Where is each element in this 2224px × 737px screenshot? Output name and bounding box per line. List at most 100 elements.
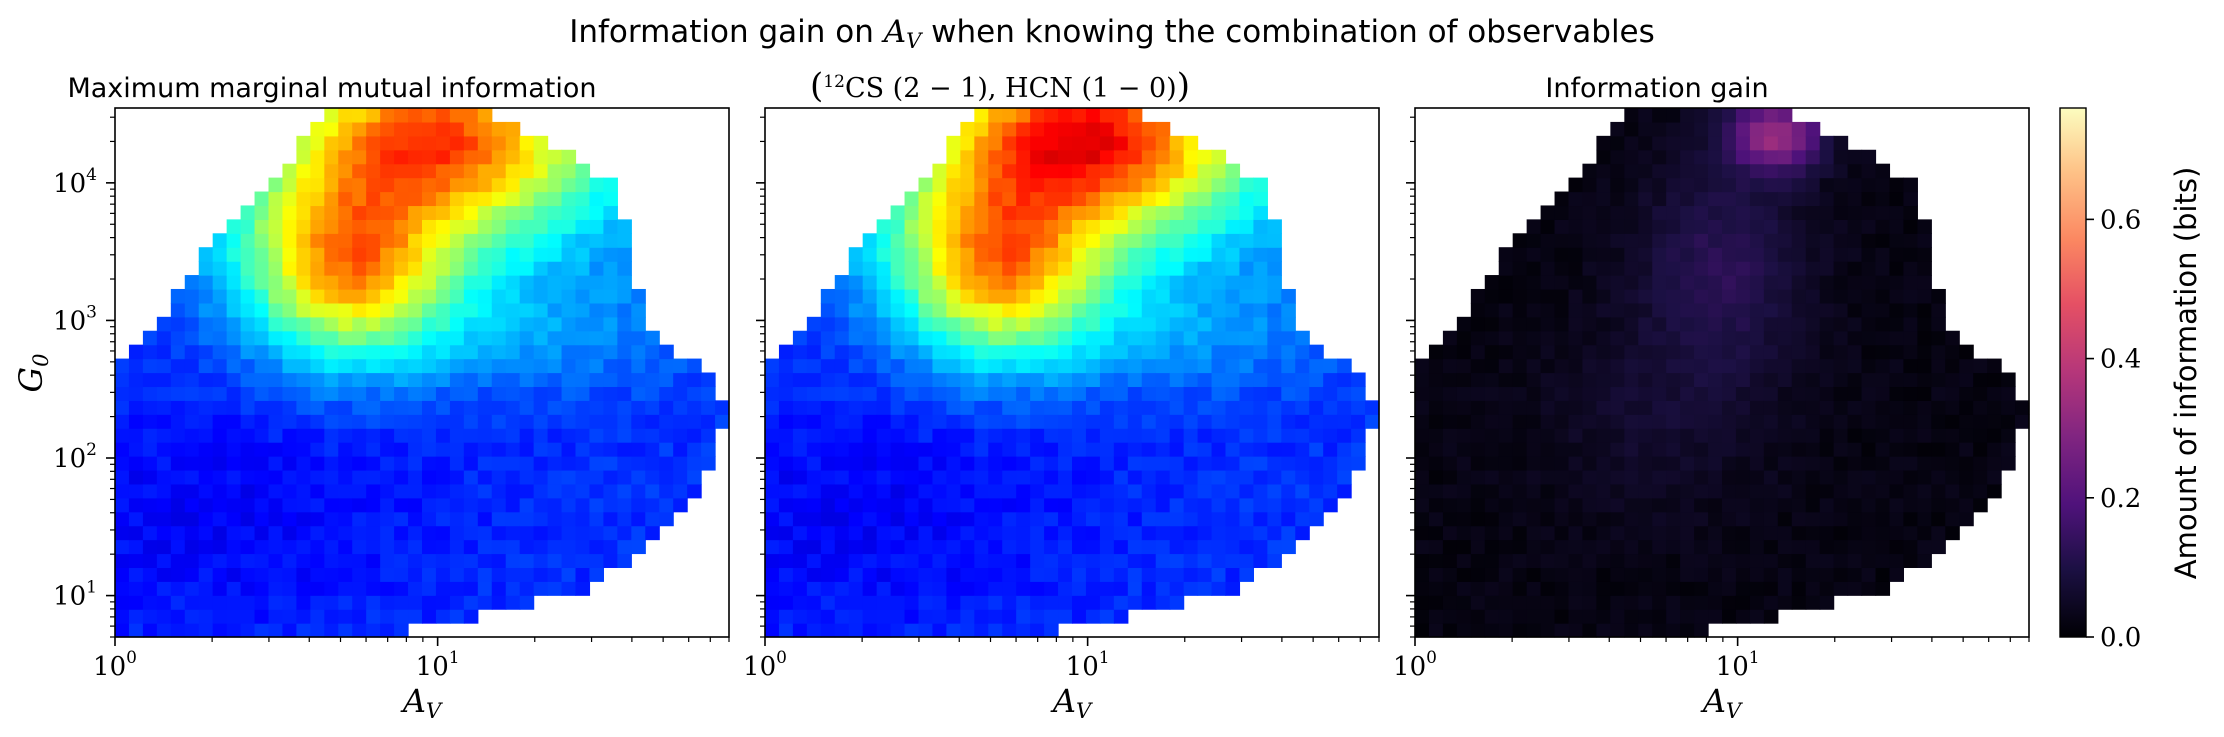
heatmap-cell [1624, 400, 1639, 415]
heatmap-cell [505, 400, 521, 415]
heatmap-cell [1791, 539, 1807, 555]
heatmap-cell [170, 539, 186, 555]
heatmap-cell [589, 191, 604, 207]
heatmap-cell [547, 372, 563, 388]
heatmap-cell [1442, 400, 1458, 415]
heatmap-cell [1582, 623, 1597, 638]
heatmap-cell [1030, 135, 1045, 151]
heatmap-cell [1652, 219, 1667, 234]
heatmap-cell [617, 316, 632, 332]
heatmap-cell [1819, 400, 1835, 415]
heatmap-cell [1058, 595, 1073, 610]
heatmap-cell [932, 247, 947, 262]
heatmap-cell [1030, 483, 1045, 499]
heatmap-cell [1805, 247, 1821, 262]
heatmap-cell [1085, 595, 1101, 610]
heatmap-cell [820, 358, 836, 374]
heatmap-cell [603, 469, 618, 485]
heatmap-cell [820, 316, 836, 332]
heatmap-cell [960, 205, 975, 220]
heatmap-cell [1791, 525, 1807, 541]
heatmap-cell [1456, 623, 1472, 638]
heatmap-cell [1540, 414, 1556, 429]
heatmap-cell [617, 330, 632, 346]
heatmap-cell [1875, 469, 1891, 485]
heatmap-cell [820, 428, 836, 443]
heatmap-cell [282, 372, 297, 388]
heatmap-cell [1428, 511, 1444, 527]
heatmap-cell [561, 275, 577, 290]
heatmap-cell [198, 288, 214, 304]
heatmap-cell [631, 497, 646, 513]
heatmap-cell [296, 330, 311, 346]
heatmap-cell [1016, 497, 1031, 513]
heatmap-cell [1568, 469, 1584, 485]
heatmap-cell [352, 344, 367, 360]
heatmap-cell [1582, 483, 1597, 499]
heatmap-cell [561, 428, 577, 443]
heatmap-cell [645, 483, 660, 499]
heatmap-cell [1085, 302, 1101, 318]
heatmap-cell [1875, 358, 1891, 374]
heatmap-cell [1183, 233, 1199, 248]
heatmap-cell [1763, 149, 1779, 165]
heatmap-cell [1211, 358, 1227, 374]
heatmap-cell [394, 135, 409, 151]
heatmap-cell [1749, 442, 1765, 457]
heatmap-cell [282, 469, 297, 485]
heatmap-cell [848, 581, 864, 596]
heatmap-cell [338, 400, 353, 415]
heatmap-cell [1225, 288, 1241, 304]
heatmap-cell [268, 609, 284, 624]
heatmap-cell [1805, 163, 1821, 179]
heatmap-cell [946, 261, 961, 276]
heatmap-cell [115, 525, 130, 541]
figure-title-suffix: when knowing the combination of observab… [921, 14, 1654, 50]
heatmap-cell [1666, 581, 1681, 596]
heatmap-cell [988, 177, 1003, 193]
heatmap-cell [1239, 358, 1254, 374]
heatmap-cell [1155, 247, 1171, 262]
heatmap-cell [1791, 191, 1807, 207]
heatmap-cell [1833, 135, 1849, 151]
heatmap-cell [1777, 219, 1793, 234]
heatmap-cell [918, 442, 934, 457]
heatmap-cell [603, 177, 618, 193]
heatmap-cell [338, 483, 353, 499]
heatmap-cell [1610, 233, 1625, 248]
heatmap-cell [1085, 233, 1101, 248]
heatmap-cell [254, 344, 270, 360]
heatmap-cell [1708, 511, 1723, 527]
heatmap-cell [477, 497, 493, 513]
heatmap-cell [1624, 483, 1639, 499]
heatmap-cell [918, 302, 934, 318]
heatmap-cell [170, 469, 186, 485]
heatmap-cell [561, 483, 577, 499]
heatmap-cell [806, 469, 822, 485]
heatmap-cell [1016, 386, 1031, 401]
heatmap-cell [212, 567, 228, 582]
heatmap-cell [422, 595, 437, 610]
heatmap-cell [226, 247, 242, 262]
heatmap-cell [1211, 497, 1227, 513]
heatmap-cell [589, 275, 604, 290]
heatmap-cell [1169, 483, 1185, 499]
heatmap-cell [589, 525, 604, 541]
heatmap-cell [533, 428, 549, 443]
heatmap-cell [1337, 400, 1352, 415]
heatmap-cell [1072, 595, 1087, 610]
heatmap-cell [1945, 456, 1960, 471]
heatmap-cell [310, 609, 325, 624]
heatmap-cell [491, 344, 507, 360]
heatmap-cell [765, 511, 780, 527]
heatmap-cell [1805, 344, 1821, 360]
heatmap-cell [1141, 414, 1157, 429]
heatmap-cell [1044, 497, 1059, 513]
heatmap-cell [1030, 275, 1045, 290]
heatmap-cell [1323, 456, 1338, 471]
heatmap-cell [1847, 386, 1863, 401]
heatmap-cell [338, 497, 353, 513]
heatmap-cell [1917, 469, 1932, 485]
heatmap-cell [806, 525, 822, 541]
heatmap-cell [394, 247, 409, 262]
